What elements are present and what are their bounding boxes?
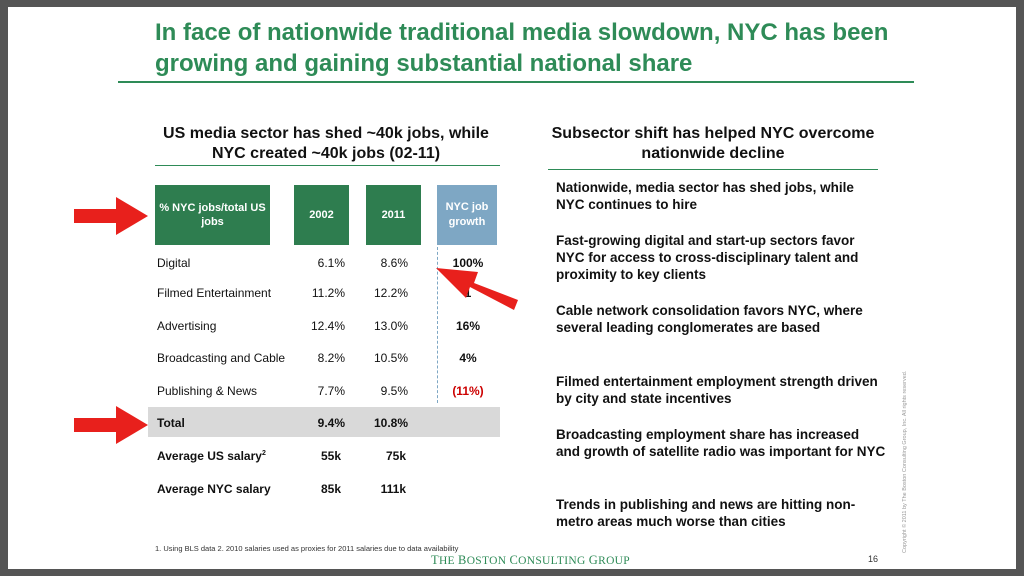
red-arrow-icon xyxy=(436,268,518,310)
header-label: % NYC jobs/total US jobs xyxy=(155,185,270,245)
row-value-2011: 12.2% xyxy=(373,286,408,300)
row-value-2011: 10.5% xyxy=(373,351,408,365)
row-label: Digital xyxy=(157,256,191,270)
left-subtitle-divider xyxy=(155,165,500,166)
row-value-2002: 8.2% xyxy=(317,351,345,365)
red-arrow-icon xyxy=(74,406,148,444)
bullet-point: Fast-growing digital and start-up sector… xyxy=(556,233,859,282)
footnote: 1. Using BLS data 2. 2010 salaries used … xyxy=(155,544,459,553)
row-growth: 4% xyxy=(459,351,477,365)
row-label: Filmed Entertainment xyxy=(157,286,272,300)
row-value-2002: 11.2% xyxy=(311,286,345,300)
bullet-point: Cable network consolidation favors NYC, … xyxy=(556,303,863,335)
row-label: Broadcasting and Cable xyxy=(157,351,286,365)
salary-value-2002: 55k xyxy=(320,449,341,463)
row-value-2002: 6.1% xyxy=(317,256,345,270)
bullet-point: Nationwide, media sector has shed jobs, … xyxy=(556,180,854,212)
row-value-2002: 12.4% xyxy=(310,319,345,333)
bullet-point: Filmed entertainment employment strength… xyxy=(556,374,878,406)
row-value-2011: 9.5% xyxy=(380,384,408,398)
left-subtitle: US media sector has shed ~40k jobs, whil… xyxy=(163,125,489,162)
total-value-2002: 9.4% xyxy=(317,416,345,430)
salary-value-2011: 111k xyxy=(380,482,406,496)
bullet-point: Trends in publishing and news are hittin… xyxy=(556,497,856,529)
title-divider xyxy=(118,81,914,83)
row-value-2011: 13.0% xyxy=(373,319,408,333)
total-label: Total xyxy=(157,416,185,430)
salary-label: Average NYC salary xyxy=(157,482,271,496)
bullet-point: Broadcasting employment share has increa… xyxy=(556,427,886,459)
company-logo: THE BOSTON CONSULTING GROUP xyxy=(431,553,630,567)
slide-title: In face of nationwide traditional media … xyxy=(155,19,889,77)
row-growth: (11%) xyxy=(452,384,484,398)
row-value-2002: 7.7% xyxy=(317,384,345,398)
row-growth: 1 xyxy=(464,286,472,300)
total-value-2011: 10.8% xyxy=(373,416,408,430)
slide: In face of nationwide traditional media … xyxy=(8,7,1016,569)
header-growth-text: NYC job growth xyxy=(445,201,489,228)
row-growth: 16% xyxy=(455,319,481,333)
salary-label: Average US salary2 xyxy=(157,449,266,463)
row-growth: 100% xyxy=(452,256,484,270)
row-label: Advertising xyxy=(157,319,217,333)
red-arrow-icon xyxy=(74,197,148,235)
salary-label-text: Average US salary xyxy=(157,449,262,463)
salary-value-2011: 75k xyxy=(385,449,406,463)
page-number: 16 xyxy=(868,554,879,564)
growth-column-border xyxy=(437,247,438,403)
row-label: Publishing & News xyxy=(157,384,258,398)
header-2011: 2011 xyxy=(366,185,421,245)
right-subtitle-divider xyxy=(548,169,878,170)
row-value-2011: 8.6% xyxy=(380,256,408,270)
header-growth: NYC job growth xyxy=(437,185,497,245)
salary-value-2002: 85k xyxy=(320,482,341,496)
salary-footnote-ref: 2 xyxy=(261,450,266,457)
copyright-notice: Copyright © 2011 by The Boston Consultin… xyxy=(902,370,908,553)
header-2002: 2002 xyxy=(294,185,349,245)
right-subtitle: Subsector shift has helped NYC overcome … xyxy=(551,125,875,162)
total-row-background xyxy=(148,407,500,437)
